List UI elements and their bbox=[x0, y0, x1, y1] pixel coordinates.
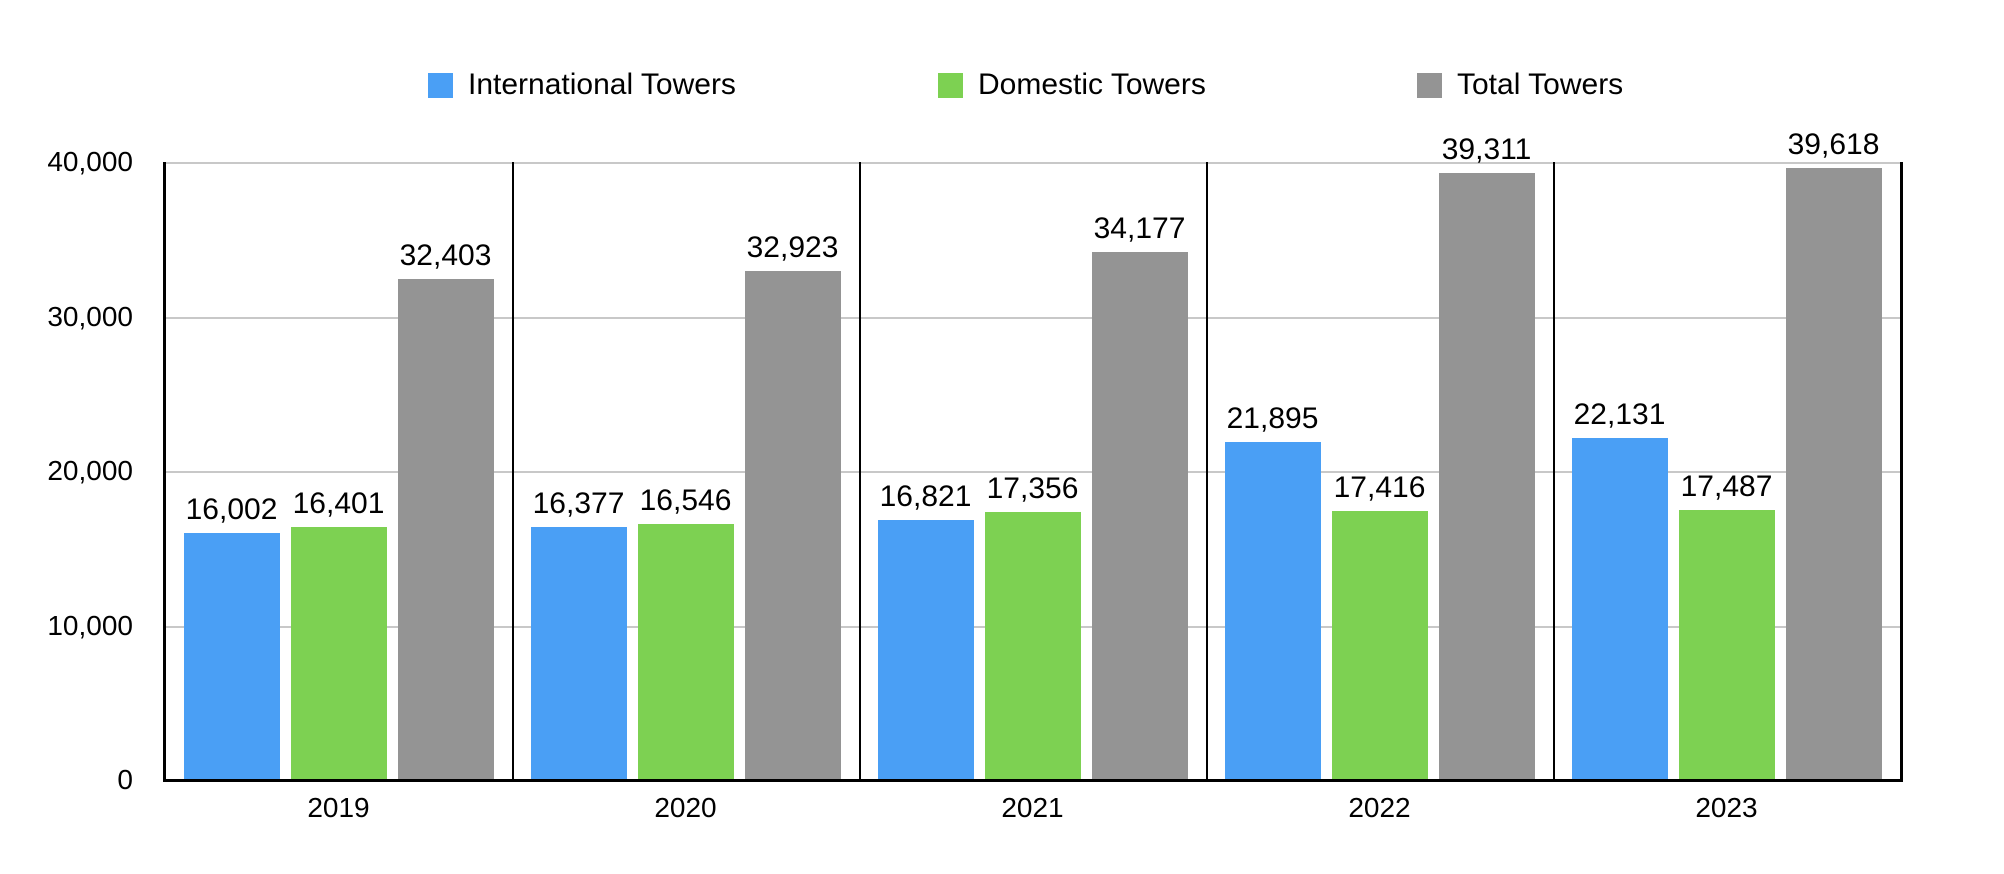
bar-value-label: 34,177 bbox=[1093, 211, 1186, 245]
bar-fill bbox=[1331, 510, 1428, 780]
bar-total-towers-2020: 32,923 bbox=[744, 231, 841, 780]
plot-area: 16,002 16,401 32,403 16,377 16,546 32,923 16,8… bbox=[165, 128, 1900, 780]
gridline-40,000 bbox=[165, 162, 1900, 164]
bar-value-label: 17,356 bbox=[986, 471, 1079, 505]
bar-fill bbox=[290, 526, 387, 780]
bar-total-towers-2023: 39,618 bbox=[1785, 128, 1882, 780]
legend-swatch-international-towers-icon bbox=[428, 72, 453, 98]
bar-international-towers-2023: 22,131 bbox=[1571, 398, 1668, 780]
legend-label: Domestic Towers bbox=[978, 68, 1206, 101]
x-tick-label-2021: 2021 bbox=[1001, 792, 1064, 823]
bar-domestic-towers-2021: 17,356 bbox=[984, 472, 1081, 780]
group-separator bbox=[512, 162, 514, 780]
bar-value-label: 16,002 bbox=[185, 492, 278, 526]
bar-total-towers-2019: 32,403 bbox=[397, 239, 494, 780]
y-tick-label-10000: 10,000 bbox=[47, 609, 133, 641]
x-tick-label-2019: 2019 bbox=[307, 792, 370, 823]
gridline-20,000 bbox=[165, 471, 1900, 473]
bar-value-label: 16,546 bbox=[639, 484, 732, 518]
bar-fill bbox=[1678, 509, 1775, 780]
bar-international-towers-2020: 16,377 bbox=[530, 487, 627, 780]
legend-label: International Towers bbox=[468, 68, 736, 101]
y-tick-label-30000: 30,000 bbox=[47, 300, 133, 332]
bar-domestic-towers-2022: 17,416 bbox=[1331, 471, 1428, 780]
bar-total-towers-2021: 34,177 bbox=[1091, 212, 1188, 780]
bar-group-2021: 16,821 17,356 34,177 bbox=[859, 162, 1206, 780]
y-tick-label-40000: 40,000 bbox=[47, 146, 133, 177]
bar-fill bbox=[530, 526, 627, 780]
legend-swatch-total-towers-icon bbox=[1417, 72, 1442, 98]
bar-international-towers-2019: 16,002 bbox=[183, 493, 280, 780]
bar-value-label: 32,403 bbox=[399, 239, 492, 273]
y-tick-label-0: 0 bbox=[117, 764, 133, 795]
plot-right-border bbox=[1900, 162, 1903, 782]
y-axis-line bbox=[163, 162, 166, 782]
legend-swatch-domestic-towers-icon bbox=[938, 72, 963, 98]
bar-fill bbox=[877, 520, 974, 780]
legend-item-domestic-towers: Domestic Towers bbox=[938, 68, 1206, 101]
legend-item-international-towers: International Towers bbox=[428, 68, 736, 101]
group-separator bbox=[1206, 162, 1208, 780]
bar-value-label: 16,377 bbox=[532, 486, 625, 520]
bar-fill bbox=[1438, 172, 1535, 780]
bar-fill bbox=[1091, 251, 1188, 780]
gridline-30,000 bbox=[165, 316, 1900, 319]
x-axis-line bbox=[163, 779, 1903, 782]
bar-value-label: 17,487 bbox=[1680, 469, 1773, 503]
legend-label: Total Towers bbox=[1457, 68, 1624, 101]
bar-value-label: 16,401 bbox=[292, 486, 385, 520]
bar-total-towers-2022: 39,311 bbox=[1438, 133, 1535, 780]
bar-fill bbox=[1224, 441, 1321, 780]
bar-domestic-towers-2020: 16,546 bbox=[637, 484, 734, 780]
bar-value-label: 16,821 bbox=[879, 480, 972, 514]
bar-international-towers-2022: 21,895 bbox=[1224, 402, 1321, 780]
bar-value-label: 39,311 bbox=[1441, 132, 1532, 166]
bar-fill bbox=[984, 511, 1081, 780]
bar-group-2020: 16,377 16,546 32,923 bbox=[512, 162, 859, 780]
x-tick-label-2023: 2023 bbox=[1695, 792, 1758, 823]
bar-fill bbox=[1785, 167, 1882, 780]
group-separator bbox=[1553, 162, 1555, 780]
bar-domestic-towers-2019: 16,401 bbox=[290, 487, 387, 780]
bar-fill bbox=[744, 271, 841, 780]
bar-group-2022: 21,895 17,416 39,311 bbox=[1206, 133, 1553, 780]
bar-fill bbox=[183, 532, 280, 780]
bar-value-label: 39,618 bbox=[1787, 127, 1880, 161]
bar-domestic-towers-2023: 17,487 bbox=[1678, 470, 1775, 780]
x-tick-label-2022: 2022 bbox=[1348, 792, 1411, 823]
bar-group-2023: 22,131 17,487 39,618 bbox=[1553, 128, 1900, 780]
x-tick-label-2020: 2020 bbox=[654, 792, 717, 823]
legend-item-total-towers: Total Towers bbox=[1417, 68, 1624, 101]
bar-fill bbox=[1571, 438, 1668, 780]
bar-fill bbox=[397, 279, 494, 780]
y-tick-label-20000: 20,000 bbox=[47, 455, 133, 486]
bar-international-towers-2021: 16,821 bbox=[877, 480, 974, 780]
bar-value-label: 32,923 bbox=[746, 231, 839, 265]
group-separator bbox=[859, 162, 861, 780]
bar-fill bbox=[637, 524, 734, 780]
bar-value-label: 17,416 bbox=[1333, 470, 1426, 504]
bar-value-label: 22,131 bbox=[1573, 398, 1666, 432]
bar-group-2019: 16,002 16,401 32,403 bbox=[165, 162, 512, 780]
bar-value-label: 21,895 bbox=[1226, 401, 1319, 435]
